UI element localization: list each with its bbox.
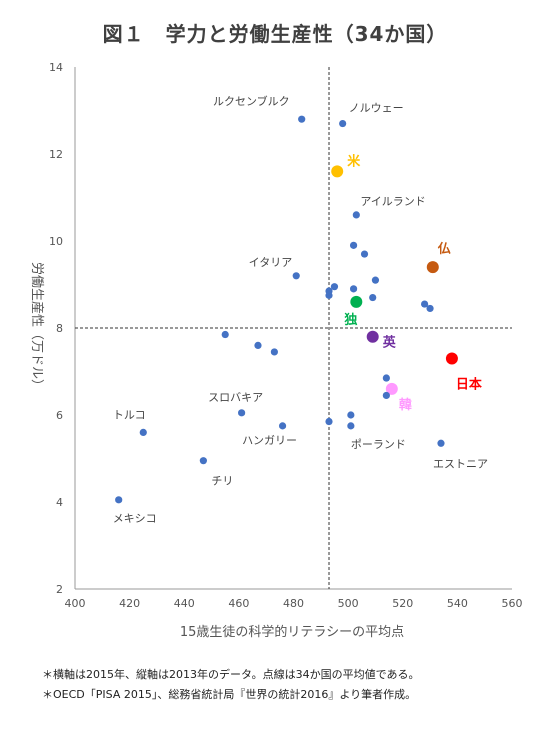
point-label: イタリア bbox=[249, 256, 293, 269]
data-point bbox=[292, 272, 300, 280]
point-label: 米 bbox=[347, 153, 361, 169]
y-tick-label: 8 bbox=[56, 322, 63, 335]
point-label: 独 bbox=[344, 312, 357, 328]
y-tick-label: 12 bbox=[49, 148, 63, 161]
point-label: 仏 bbox=[438, 242, 451, 257]
data-point bbox=[347, 422, 355, 430]
point-label: 英 bbox=[382, 335, 397, 351]
x-tick-label: 480 bbox=[283, 597, 304, 610]
data-point bbox=[298, 115, 306, 123]
y-tick-label: 14 bbox=[49, 61, 63, 74]
axes-layer: 400 420 440 460 480 500 520 540 560 2 4 6 8 10 12 14 bbox=[49, 61, 523, 610]
x-tick-label: 560 bbox=[502, 597, 523, 610]
data-point bbox=[350, 295, 363, 308]
x-tick-label: 520 bbox=[392, 597, 413, 610]
data-point bbox=[139, 428, 147, 436]
footnote-1: ＊横軸は2015年、縦軸は2013年のデータ。点線は34か国の平均値である。 bbox=[42, 668, 420, 681]
data-point bbox=[278, 422, 287, 430]
data-point bbox=[349, 285, 358, 293]
x-tick-label: 460 bbox=[228, 597, 249, 610]
y-tick-label: 2 bbox=[56, 583, 63, 596]
point-label: ハンガリー bbox=[242, 434, 297, 447]
data-point bbox=[339, 119, 347, 128]
data-point bbox=[426, 304, 434, 313]
chart-title: 図１ 学力と労働生産性（34か国） bbox=[102, 22, 448, 46]
data-point bbox=[360, 250, 369, 258]
data-point bbox=[366, 330, 379, 343]
footnote-2: ＊OECD「PISA 2015」、総務省統計局『世界の統計2016』より筆者作成… bbox=[42, 688, 417, 701]
data-point bbox=[349, 241, 358, 249]
data-point bbox=[437, 439, 445, 447]
data-point bbox=[352, 211, 360, 219]
x-axis-label: 15歳生徒の科学的リテラシーの平均点 bbox=[180, 624, 404, 640]
point-label: ルクセンブルク bbox=[213, 94, 290, 108]
data-point bbox=[347, 411, 355, 419]
data-point bbox=[221, 330, 229, 339]
point-label: ポーランド bbox=[351, 438, 406, 451]
data-point bbox=[331, 165, 344, 178]
y-axis-label: 労働生産性（万ドル） bbox=[29, 262, 45, 392]
point-label: 日本 bbox=[456, 376, 482, 392]
x-tick-label: 540 bbox=[447, 597, 468, 610]
x-tick-label: 400 bbox=[65, 597, 86, 610]
data-point bbox=[371, 276, 380, 284]
x-tick-label: 440 bbox=[174, 597, 195, 610]
data-point bbox=[369, 293, 377, 302]
data-point bbox=[325, 291, 333, 299]
data-point bbox=[325, 417, 333, 426]
data-point bbox=[426, 261, 439, 274]
x-tick-label: 420 bbox=[119, 597, 140, 610]
data-point bbox=[382, 391, 390, 400]
y-tick-label: 6 bbox=[56, 409, 63, 422]
point-label: スロバキア bbox=[208, 391, 263, 404]
point-label: チリ bbox=[211, 475, 233, 488]
data-point bbox=[421, 300, 429, 308]
point-label: メキシコ bbox=[113, 512, 157, 525]
data-point bbox=[115, 496, 123, 504]
y-tick-label: 4 bbox=[56, 496, 63, 509]
data-point bbox=[270, 348, 278, 356]
points-layer bbox=[115, 115, 458, 504]
data-point bbox=[445, 352, 458, 365]
data-point bbox=[238, 409, 246, 417]
data-point bbox=[330, 283, 339, 291]
point-label: エストニア bbox=[433, 457, 488, 470]
data-point bbox=[199, 457, 207, 465]
x-tick-label: 500 bbox=[338, 597, 359, 610]
point-label: ノルウェー bbox=[349, 102, 404, 115]
data-point bbox=[254, 341, 262, 349]
y-tick-label: 10 bbox=[49, 235, 63, 248]
point-label: トルコ bbox=[113, 408, 146, 421]
data-point bbox=[385, 382, 398, 395]
data-point bbox=[382, 374, 390, 382]
point-label: 韓 bbox=[399, 397, 412, 413]
point-label: アイルランド bbox=[360, 195, 425, 208]
labels-layer: ルクセンブルクノルウェー米アイルランド仏イタリア独英日本韓 スロバキアハンガリー ポ… bbox=[113, 94, 488, 525]
